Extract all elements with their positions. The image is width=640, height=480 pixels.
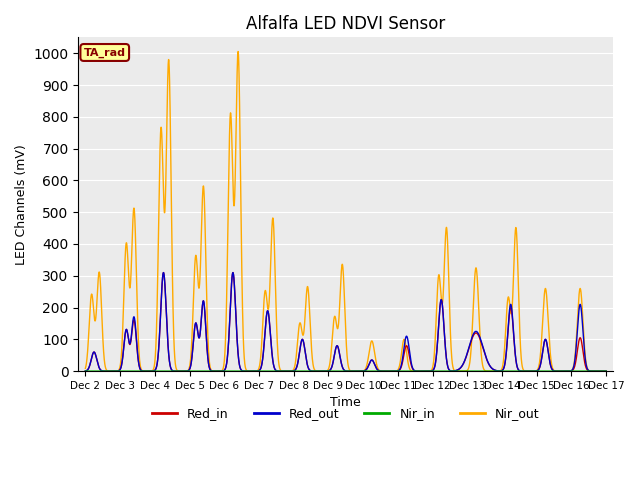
Text: TA_rad: TA_rad: [84, 48, 125, 58]
Legend: Red_in, Red_out, Nir_in, Nir_out: Red_in, Red_out, Nir_in, Nir_out: [147, 402, 545, 425]
X-axis label: Time: Time: [330, 396, 361, 409]
Title: Alfalfa LED NDVI Sensor: Alfalfa LED NDVI Sensor: [246, 15, 445, 33]
Y-axis label: LED Channels (mV): LED Channels (mV): [15, 144, 28, 264]
